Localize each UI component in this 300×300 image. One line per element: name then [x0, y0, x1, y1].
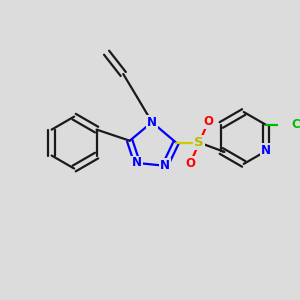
Text: N: N	[147, 116, 157, 129]
Text: Cl: Cl	[291, 118, 300, 131]
Text: O: O	[203, 115, 214, 128]
Text: S: S	[194, 136, 204, 149]
Text: N: N	[132, 157, 142, 169]
Text: N: N	[261, 144, 271, 158]
Text: O: O	[185, 158, 195, 170]
Text: N: N	[160, 159, 170, 172]
